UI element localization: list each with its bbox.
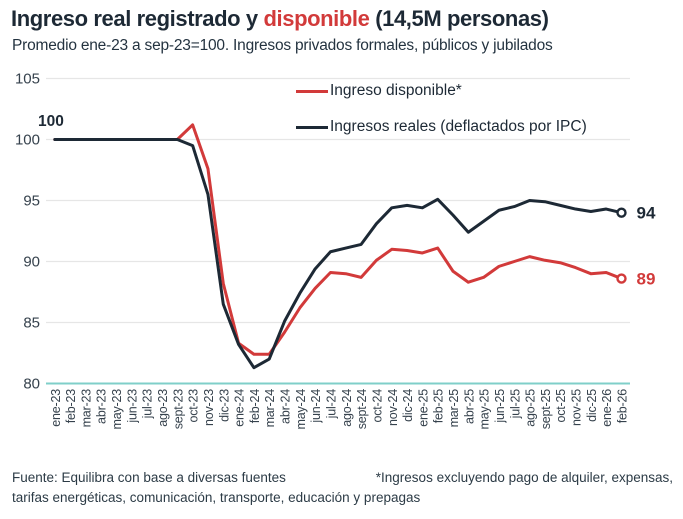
- page-title-part1: Ingreso real registrado y: [11, 6, 264, 31]
- source-note: Fuente: Equilibra con base a diversas fu…: [12, 470, 286, 485]
- x-tick-label: dic-23: [217, 389, 231, 422]
- chart-legend: Ingreso disponible* Ingresos reales (def…: [296, 82, 587, 154]
- x-tick-label: oct-23: [187, 389, 201, 423]
- footer-line1: Fuente: Equilibra con base a diversas fu…: [12, 468, 673, 488]
- y-tick-label: 95: [23, 193, 40, 210]
- x-tick-label: ago-24: [340, 389, 354, 427]
- x-tick-label: oct-25: [554, 389, 568, 423]
- x-tick-label: may-25: [478, 389, 492, 430]
- x-tick-label: dic-24: [401, 389, 415, 422]
- y-tick-label: 105: [15, 71, 40, 88]
- end-value-label: 89: [636, 270, 655, 289]
- x-tick-label: jun-24: [309, 389, 323, 424]
- chart-footer: Fuente: Equilibra con base a diversas fu…: [12, 468, 673, 508]
- x-tick-label: nov-23: [202, 389, 216, 426]
- page-title-part3: (14,5M personas): [369, 6, 549, 31]
- x-tick-label: ago-23: [156, 389, 170, 427]
- x-tick-label: nov-24: [386, 389, 400, 426]
- x-tick-label: feb-24: [248, 389, 262, 423]
- legend-line-black-icon: [296, 125, 328, 129]
- x-tick-label: feb-23: [64, 389, 78, 423]
- end-marker: [616, 273, 627, 284]
- x-tick-label: mar-25: [447, 389, 461, 428]
- x-tick-label: jun-25: [493, 389, 507, 424]
- x-tick-label: ene-26: [600, 389, 614, 427]
- legend-label: Ingreso disponible*: [330, 82, 462, 99]
- legend-label: Ingresos reales (deflactados por IPC): [330, 118, 587, 135]
- page-title-accent: disponible: [263, 6, 370, 31]
- x-tick-label: feb-26: [615, 389, 629, 423]
- legend-item-reales: Ingresos reales (deflactados por IPC): [296, 118, 587, 136]
- x-tick-label: ene-25: [416, 389, 430, 427]
- x-tick-label: jul-25: [508, 389, 522, 420]
- series-line-1: [53, 138, 623, 370]
- x-tick-label: mar-24: [263, 389, 277, 428]
- x-tick-label: jul-23: [141, 389, 155, 420]
- end-marker: [616, 207, 627, 218]
- x-tick-label: jul-24: [324, 389, 338, 420]
- x-tick-label: jun-23: [125, 389, 139, 424]
- series-line-0: [53, 123, 623, 356]
- end-value-label: 94: [636, 204, 655, 223]
- x-tick-label: may-23: [110, 389, 124, 430]
- x-tick-label: abr-25: [462, 389, 476, 424]
- y-tick-label: 100: [15, 132, 40, 149]
- x-tick-label: sept-23: [171, 389, 185, 430]
- x-tick-label: ago-25: [524, 389, 538, 427]
- x-tick-label: abr-24: [279, 389, 293, 424]
- footnote-line1: *Ingresos excluyendo pago de alquiler, e…: [375, 470, 673, 485]
- x-tick-label: oct-24: [370, 389, 384, 423]
- x-tick-label: sept-25: [539, 389, 553, 430]
- legend-line-red-icon: [296, 89, 328, 93]
- x-tick-label: may-24: [294, 389, 308, 430]
- chart-subtitle: Promedio ene-23 a sep-23=100. Ingresos p…: [12, 37, 553, 54]
- footnote-line2: tarifas energéticas, comunicación, trans…: [12, 490, 421, 505]
- x-tick-label: mar-23: [79, 389, 93, 428]
- y-tick-label: 85: [23, 315, 40, 332]
- x-tick-label: feb-25: [432, 389, 446, 423]
- legend-item-disponible: Ingreso disponible*: [296, 82, 587, 100]
- page-title: Ingreso real registrado y disponible (14…: [11, 6, 679, 32]
- x-tick-label: ene-23: [49, 389, 63, 427]
- x-tick-label: sept-24: [355, 389, 369, 430]
- x-tick-label: abr-23: [95, 389, 109, 424]
- x-tick-label: dic-25: [585, 389, 599, 422]
- y-tick-label: 90: [23, 254, 40, 271]
- x-tick-label: nov-25: [570, 389, 584, 426]
- y-tick-label: 80: [23, 376, 40, 393]
- x-tick-label: ene-24: [233, 389, 247, 427]
- start-value-label: 100: [38, 113, 64, 130]
